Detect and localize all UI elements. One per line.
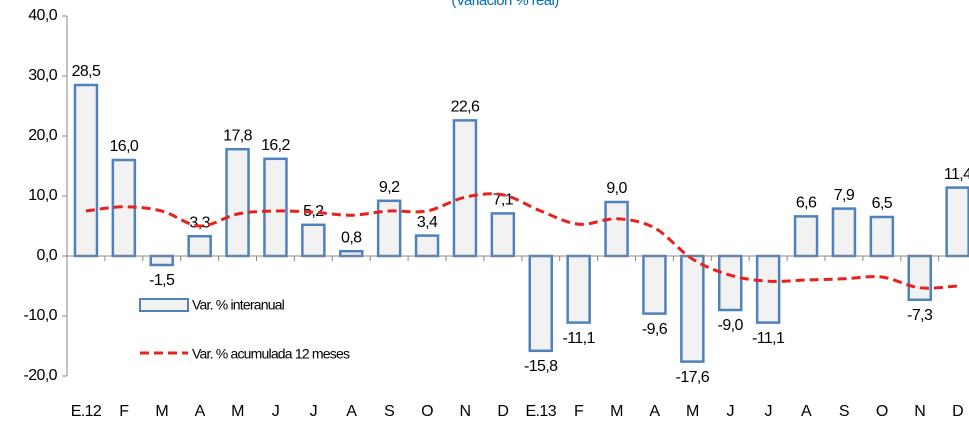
bar bbox=[339, 249, 364, 258]
bar bbox=[755, 254, 781, 324]
data-label: 9,0 bbox=[606, 180, 627, 197]
bar bbox=[528, 254, 553, 353]
legend-label: Var. % acumulada 12 meses bbox=[192, 346, 350, 362]
chart-subtitle: (Variación % real) bbox=[451, 0, 559, 9]
data-label: -15,8 bbox=[524, 358, 558, 375]
bar bbox=[301, 223, 326, 258]
bar bbox=[793, 215, 819, 258]
data-label: 16,2 bbox=[261, 137, 290, 154]
bar bbox=[225, 147, 250, 258]
data-label: 7,9 bbox=[834, 187, 855, 204]
data-label: 22,6 bbox=[451, 99, 480, 116]
y-tick-label: -20,0 bbox=[24, 367, 58, 384]
data-label: 6,5 bbox=[872, 195, 893, 212]
x-tick-label: J bbox=[272, 403, 279, 420]
data-label: 7,1 bbox=[493, 192, 514, 209]
bar bbox=[604, 200, 629, 258]
bar bbox=[187, 234, 212, 258]
x-tick-label: N bbox=[459, 403, 470, 420]
x-tick-label: F bbox=[119, 403, 129, 420]
bar bbox=[490, 212, 516, 258]
data-label: -9,0 bbox=[718, 317, 744, 334]
bar bbox=[263, 157, 288, 258]
line bbox=[85, 192, 958, 290]
data-label: 11,4 bbox=[944, 166, 969, 183]
x-tick-label: A bbox=[195, 403, 206, 420]
bar bbox=[718, 254, 743, 312]
y-tick-label: 10,0 bbox=[28, 187, 57, 204]
x-tick-label: E.12 bbox=[71, 403, 102, 420]
bar bbox=[907, 254, 932, 302]
bar bbox=[642, 254, 667, 315]
data-label: 16,0 bbox=[109, 138, 138, 155]
data-label: 3,3 bbox=[189, 214, 210, 231]
data-label: 28,5 bbox=[72, 63, 101, 80]
data-label: -11,1 bbox=[563, 330, 596, 347]
x-tick-label: A bbox=[801, 403, 812, 420]
x-tick-label: O bbox=[421, 403, 433, 420]
bar bbox=[831, 207, 857, 258]
data-label: 9,2 bbox=[379, 179, 400, 196]
x-tick-label: A bbox=[649, 403, 660, 420]
data-label: 0,8 bbox=[341, 229, 362, 246]
y-tick-label: -10,0 bbox=[24, 307, 58, 324]
y-tick-label: 30,0 bbox=[28, 67, 57, 84]
x-tick-label: E.13 bbox=[525, 403, 556, 420]
x-tick-label: M bbox=[686, 403, 699, 420]
x-tick-label: D bbox=[952, 403, 963, 420]
data-label: -11,1 bbox=[752, 330, 785, 347]
legend-bar-swatch bbox=[139, 298, 189, 312]
y-tick-label: 20,0 bbox=[28, 127, 57, 144]
data-label: -1,5 bbox=[149, 272, 175, 289]
x-tick-label: J bbox=[310, 403, 317, 420]
data-label: -9,6 bbox=[642, 321, 668, 338]
bar bbox=[566, 254, 591, 324]
bar bbox=[414, 234, 440, 258]
x-tick-label: S bbox=[384, 403, 394, 420]
x-tick-label: J bbox=[764, 403, 771, 420]
legend-label: Var. % interanual bbox=[192, 297, 285, 313]
bar bbox=[452, 119, 478, 258]
x-tick-label: M bbox=[610, 403, 623, 420]
bar bbox=[149, 254, 174, 267]
y-tick-label: 0,0 bbox=[37, 247, 58, 264]
x-tick-label: A bbox=[346, 403, 357, 420]
data-label: 17,8 bbox=[223, 127, 252, 144]
bar bbox=[945, 186, 969, 258]
data-label: 6,6 bbox=[796, 195, 817, 212]
x-tick-label: F bbox=[574, 403, 584, 420]
bar bbox=[869, 215, 895, 258]
data-label: 5,2 bbox=[303, 203, 324, 220]
bar bbox=[73, 83, 99, 258]
x-tick-label: M bbox=[155, 403, 168, 420]
data-label: -7,3 bbox=[907, 307, 933, 324]
x-tick-label: O bbox=[876, 403, 888, 420]
x-tick-label: J bbox=[727, 403, 734, 420]
bar bbox=[376, 199, 402, 258]
data-label: 3,4 bbox=[417, 214, 438, 231]
y-tick-label: 40,0 bbox=[28, 7, 57, 24]
x-tick-label: S bbox=[839, 403, 849, 420]
x-tick-label: M bbox=[231, 403, 244, 420]
data-label: -17,6 bbox=[676, 369, 710, 386]
x-tick-label: D bbox=[497, 403, 508, 420]
bar bbox=[680, 254, 705, 363]
x-tick-label: N bbox=[914, 403, 925, 420]
